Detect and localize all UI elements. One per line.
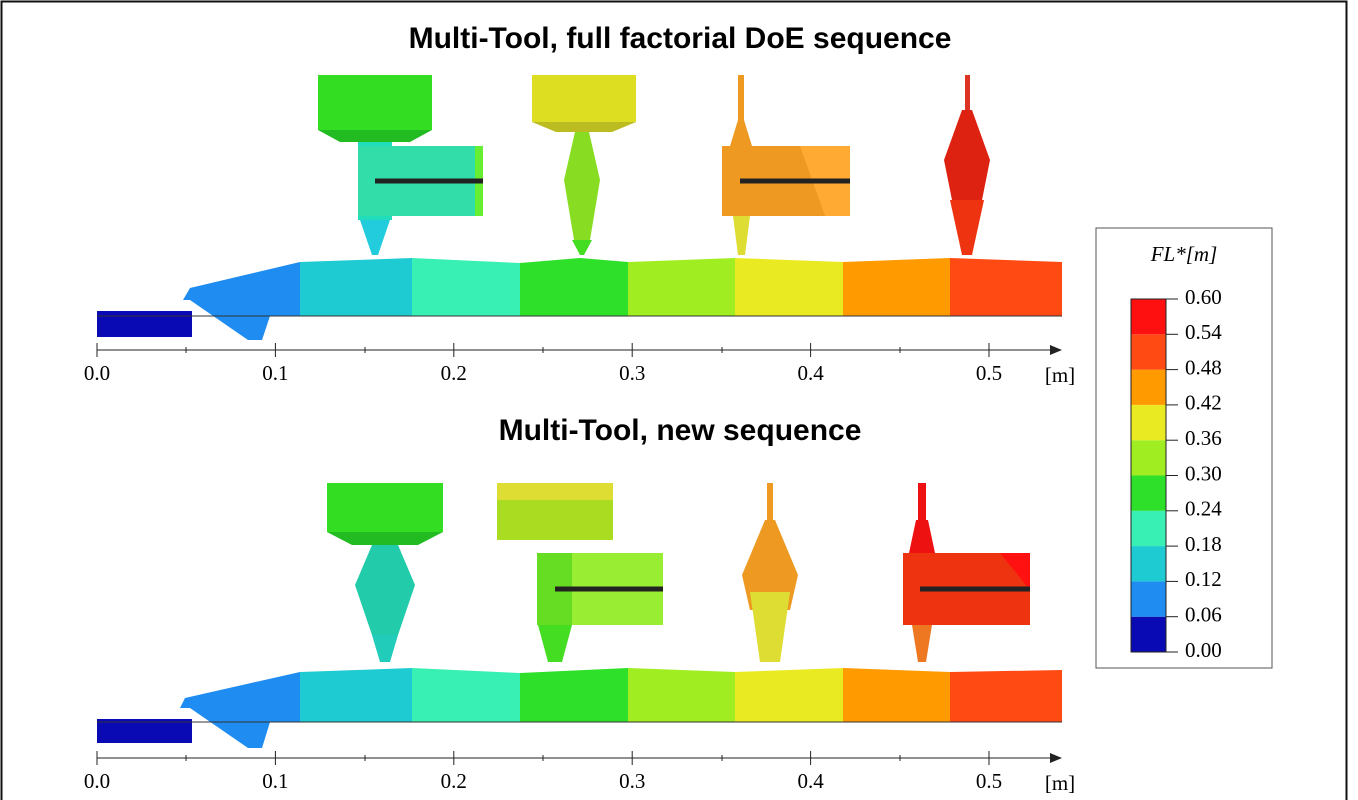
colorbar-segment bbox=[1131, 475, 1166, 511]
colorbar-tick-label: 0.48 bbox=[1185, 355, 1222, 379]
axis-unit: [m] bbox=[1045, 363, 1075, 387]
x-tick-label: 0.1 bbox=[262, 769, 288, 793]
x-tick-label: 0.5 bbox=[976, 361, 1002, 385]
colorbar-segment bbox=[1131, 404, 1166, 441]
x-tick-label: 0.1 bbox=[262, 361, 288, 385]
x-tick-label: 0.3 bbox=[619, 769, 645, 793]
x-tick-label: 0.4 bbox=[797, 361, 824, 385]
colorbar-segment bbox=[1131, 334, 1166, 370]
axis-arrow bbox=[1050, 753, 1062, 763]
simulation-bottom bbox=[97, 483, 1062, 748]
colorbar-box bbox=[1095, 227, 1273, 669]
colorbar-tick-label: 0.18 bbox=[1185, 532, 1222, 556]
axis-unit: [m] bbox=[1045, 771, 1075, 795]
colorbar-tick-label: 0.42 bbox=[1185, 391, 1222, 415]
colorbar-label: FL*[m] bbox=[1150, 242, 1218, 266]
x-tick-label: 0.2 bbox=[441, 361, 467, 385]
x-tick-label: 0.4 bbox=[797, 769, 824, 793]
x-tick-label: 0.0 bbox=[84, 769, 110, 793]
x-tick-label: 0.5 bbox=[976, 769, 1002, 793]
colorbar-segment bbox=[1131, 369, 1166, 405]
colorbar-segment bbox=[1131, 299, 1166, 335]
x-tick-label: 0.3 bbox=[619, 361, 645, 385]
colorbar-tick-label: 0.12 bbox=[1185, 567, 1222, 591]
colorbar-tick-label: 0.30 bbox=[1185, 461, 1222, 485]
colorbar-tick-label: 0.00 bbox=[1185, 638, 1222, 662]
colorbar-tick-label: 0.24 bbox=[1185, 497, 1222, 521]
colorbar-tick-label: 0.60 bbox=[1185, 285, 1222, 309]
panel-title: Multi-Tool, new sequence bbox=[499, 414, 862, 447]
colorbar-tick-label: 0.54 bbox=[1185, 320, 1222, 344]
colorbar-tick-label: 0.06 bbox=[1185, 603, 1222, 627]
colorbar-segment bbox=[1131, 510, 1166, 547]
colorbar-tick-label: 0.36 bbox=[1185, 426, 1222, 450]
x-tick-label: 0.0 bbox=[84, 361, 110, 385]
panel-title: Multi-Tool, full factorial DoE sequence bbox=[409, 22, 952, 55]
colorbar-segment bbox=[1131, 546, 1166, 582]
axis-arrow bbox=[1050, 345, 1062, 355]
x-tick-label: 0.2 bbox=[441, 769, 467, 793]
colorbar-segment bbox=[1131, 440, 1166, 476]
simulation-top bbox=[97, 75, 1062, 340]
colorbar-segment bbox=[1131, 616, 1166, 652]
colorbar-segment bbox=[1131, 581, 1166, 617]
